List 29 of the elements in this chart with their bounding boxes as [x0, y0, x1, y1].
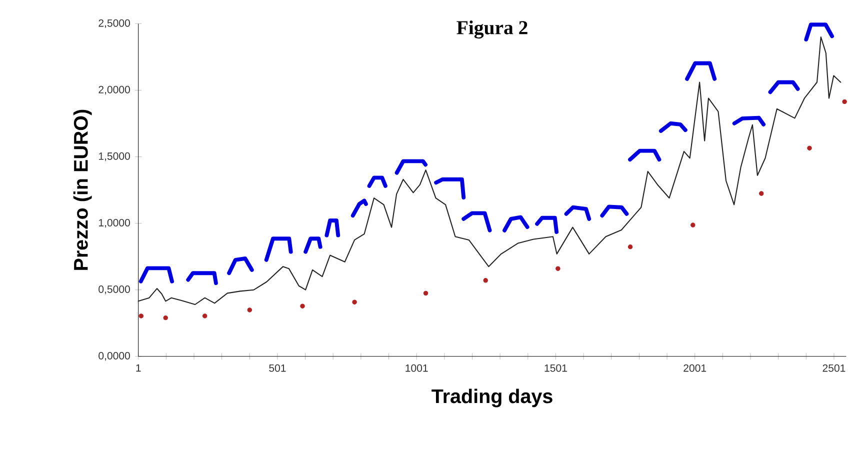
point [300, 304, 305, 308]
point [163, 315, 168, 320]
point [842, 99, 847, 104]
point [202, 314, 208, 318]
y-tick-label: 1,0000 [98, 218, 130, 228]
y-tick-label: 2,0000 [98, 86, 130, 95]
x-tick-label: 2501 [822, 364, 846, 372]
x-tick-label: 1001 [406, 364, 428, 372]
x-tick-label: 1 [136, 364, 141, 372]
chart-title: Figura 2 [456, 20, 528, 38]
point [483, 278, 488, 283]
x-axis-title: Trading days [432, 388, 552, 408]
point [247, 308, 252, 312]
point [628, 244, 633, 250]
y-tick-label: 0,0000 [98, 352, 130, 361]
point [138, 314, 144, 318]
x-tick-label: 1501 [544, 364, 567, 372]
y-axis-title: Prezzo (in EURO) [73, 110, 92, 270]
point [556, 266, 560, 271]
point [807, 146, 812, 150]
point [352, 300, 357, 304]
point [690, 222, 696, 228]
x-tick-label: 501 [269, 364, 286, 372]
x-tick-label: 2001 [684, 364, 706, 372]
y-tick-label: 2,5000 [98, 19, 130, 28]
y-tick-label: 1,5000 [98, 152, 130, 162]
point [423, 290, 428, 296]
y-tick-label: 0,5000 [98, 285, 130, 294]
point [758, 191, 764, 196]
